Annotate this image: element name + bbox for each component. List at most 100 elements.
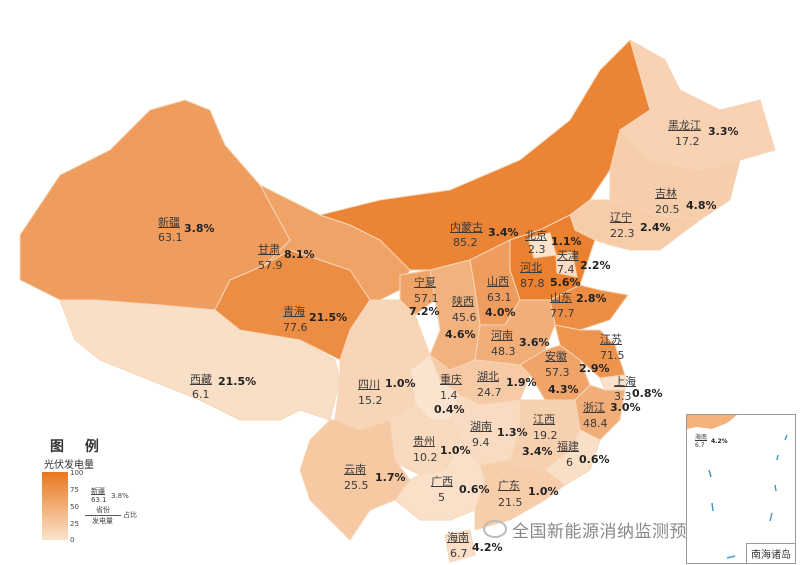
- inset-hainan-generation: 6.7: [695, 442, 705, 449]
- province-generation: 25.5: [344, 479, 369, 492]
- province-share: 3.4%: [488, 226, 519, 239]
- province-share: 8.1%: [284, 248, 315, 261]
- province-generation: 21.5: [498, 496, 523, 509]
- province-name: 安徽: [545, 350, 567, 363]
- legend-tick: 50: [70, 503, 79, 511]
- province-share: 2.8%: [576, 292, 607, 305]
- legend-title: 图 例: [50, 439, 107, 455]
- province-name: 内蒙古: [450, 221, 483, 234]
- province-share: 21.5%: [309, 311, 348, 324]
- province-generation: 45.6: [452, 311, 477, 324]
- province-region: [619, 38, 776, 171]
- province-generation: 6: [566, 456, 573, 469]
- province-region: [444, 529, 476, 563]
- province-share: 3.3%: [708, 125, 739, 138]
- province-name: 江西: [533, 413, 555, 426]
- province-name: 广西: [431, 475, 453, 488]
- province-name: 江苏: [600, 333, 622, 346]
- province-name: 广东: [498, 479, 520, 492]
- province-share: 4.8%: [686, 199, 717, 212]
- province-share: 0.6%: [459, 483, 490, 496]
- province-share: 3.6%: [519, 336, 550, 349]
- province-generation: 9.4: [472, 436, 490, 449]
- province-region: [299, 419, 411, 541]
- province-name: 北京: [525, 229, 547, 242]
- province-generation: 48.4: [583, 417, 608, 430]
- province-generation: 20.5: [655, 203, 680, 216]
- legend-tick: 25: [70, 520, 79, 528]
- province-generation: 48.3: [491, 345, 516, 358]
- province-share: 2.2%: [580, 259, 611, 272]
- province-region: [555, 251, 578, 278]
- province-generation: 77.6: [283, 321, 308, 334]
- legend-example-generation: 63.1: [91, 496, 107, 504]
- province-generation: 22.3: [610, 227, 635, 240]
- inset-hainan-share: 4.2%: [711, 438, 728, 445]
- legend-key-province: 省份: [96, 506, 110, 514]
- province-generation: 85.2: [453, 236, 478, 249]
- province-share: 0.4%: [434, 403, 465, 416]
- province-share: 7.2%: [409, 305, 440, 318]
- province-generation: 2.3: [528, 243, 546, 256]
- province-generation: 10.2: [413, 451, 438, 464]
- province-share: 3.4%: [522, 445, 553, 458]
- province-share: 4.3%: [548, 383, 579, 396]
- province-name: 山东: [550, 291, 572, 304]
- province-name: 陕西: [452, 295, 474, 308]
- province-generation: 87.8: [520, 277, 545, 290]
- inset-map: [687, 415, 788, 559]
- province-generation: 3.3: [614, 390, 632, 403]
- province-generation: 17.2: [675, 135, 700, 148]
- province-name: 山西: [487, 275, 509, 288]
- legend-example-share: 3.8%: [111, 492, 129, 500]
- inset-hainan-name: 海南: [695, 434, 708, 441]
- wechat-icon: [483, 520, 507, 538]
- legend-tick: 100: [70, 469, 84, 477]
- watermark: 全国新能源消纳监测预警中心: [512, 522, 740, 542]
- province-share: 4.0%: [485, 306, 516, 319]
- province-share: 0.8%: [632, 387, 663, 400]
- inset-hainan-shape: [687, 415, 737, 429]
- province-generation: 1.4: [440, 389, 458, 402]
- province-generation: 15.2: [358, 394, 383, 407]
- province-share: 2.4%: [640, 221, 671, 234]
- province-name: 吉林: [655, 187, 677, 200]
- province-name: 云南: [344, 463, 366, 476]
- province-name: 宁夏: [414, 276, 436, 289]
- legend-example-name: 新疆: [91, 487, 105, 495]
- province-generation: 77.7: [550, 307, 575, 320]
- province-name: 浙江: [583, 401, 605, 414]
- province-share: 1.0%: [528, 485, 559, 498]
- province-name: 海南: [447, 531, 469, 544]
- province-share: 1.0%: [385, 377, 416, 390]
- legend-tick: 75: [70, 486, 79, 494]
- province-share: 1.3%: [497, 426, 528, 439]
- province-name: 新疆: [158, 216, 180, 229]
- province-generation: 7.4: [557, 263, 575, 276]
- province-name: 西藏: [190, 373, 212, 386]
- province-share: 0.6%: [579, 453, 610, 466]
- province-generation: 19.2: [533, 429, 558, 442]
- legend-subtitle: 光伏发电量: [44, 460, 94, 471]
- legend-key-share: 占比: [123, 511, 137, 519]
- province-generation: 6.1: [192, 388, 210, 401]
- province-share: 2.9%: [579, 362, 610, 375]
- province-name: 河北: [520, 261, 542, 274]
- province-generation: 24.7: [477, 386, 502, 399]
- legend-color-bar: [42, 472, 68, 540]
- province-name: 辽宁: [610, 211, 632, 224]
- province-name: 河南: [491, 329, 513, 342]
- province-generation: 63.1: [158, 231, 183, 244]
- province-share: 3.0%: [610, 401, 641, 414]
- province-generation: 5: [438, 491, 445, 504]
- province-generation: 57.3: [545, 366, 570, 379]
- province-name: 重庆: [440, 373, 462, 386]
- province-generation: 57.1: [414, 292, 439, 305]
- province-name: 天津: [557, 249, 579, 262]
- province-name: 上海: [614, 375, 636, 388]
- legend-key-generation: 发电量: [92, 517, 113, 525]
- province-name: 贵州: [413, 435, 435, 448]
- province-generation: 6.7: [450, 547, 468, 560]
